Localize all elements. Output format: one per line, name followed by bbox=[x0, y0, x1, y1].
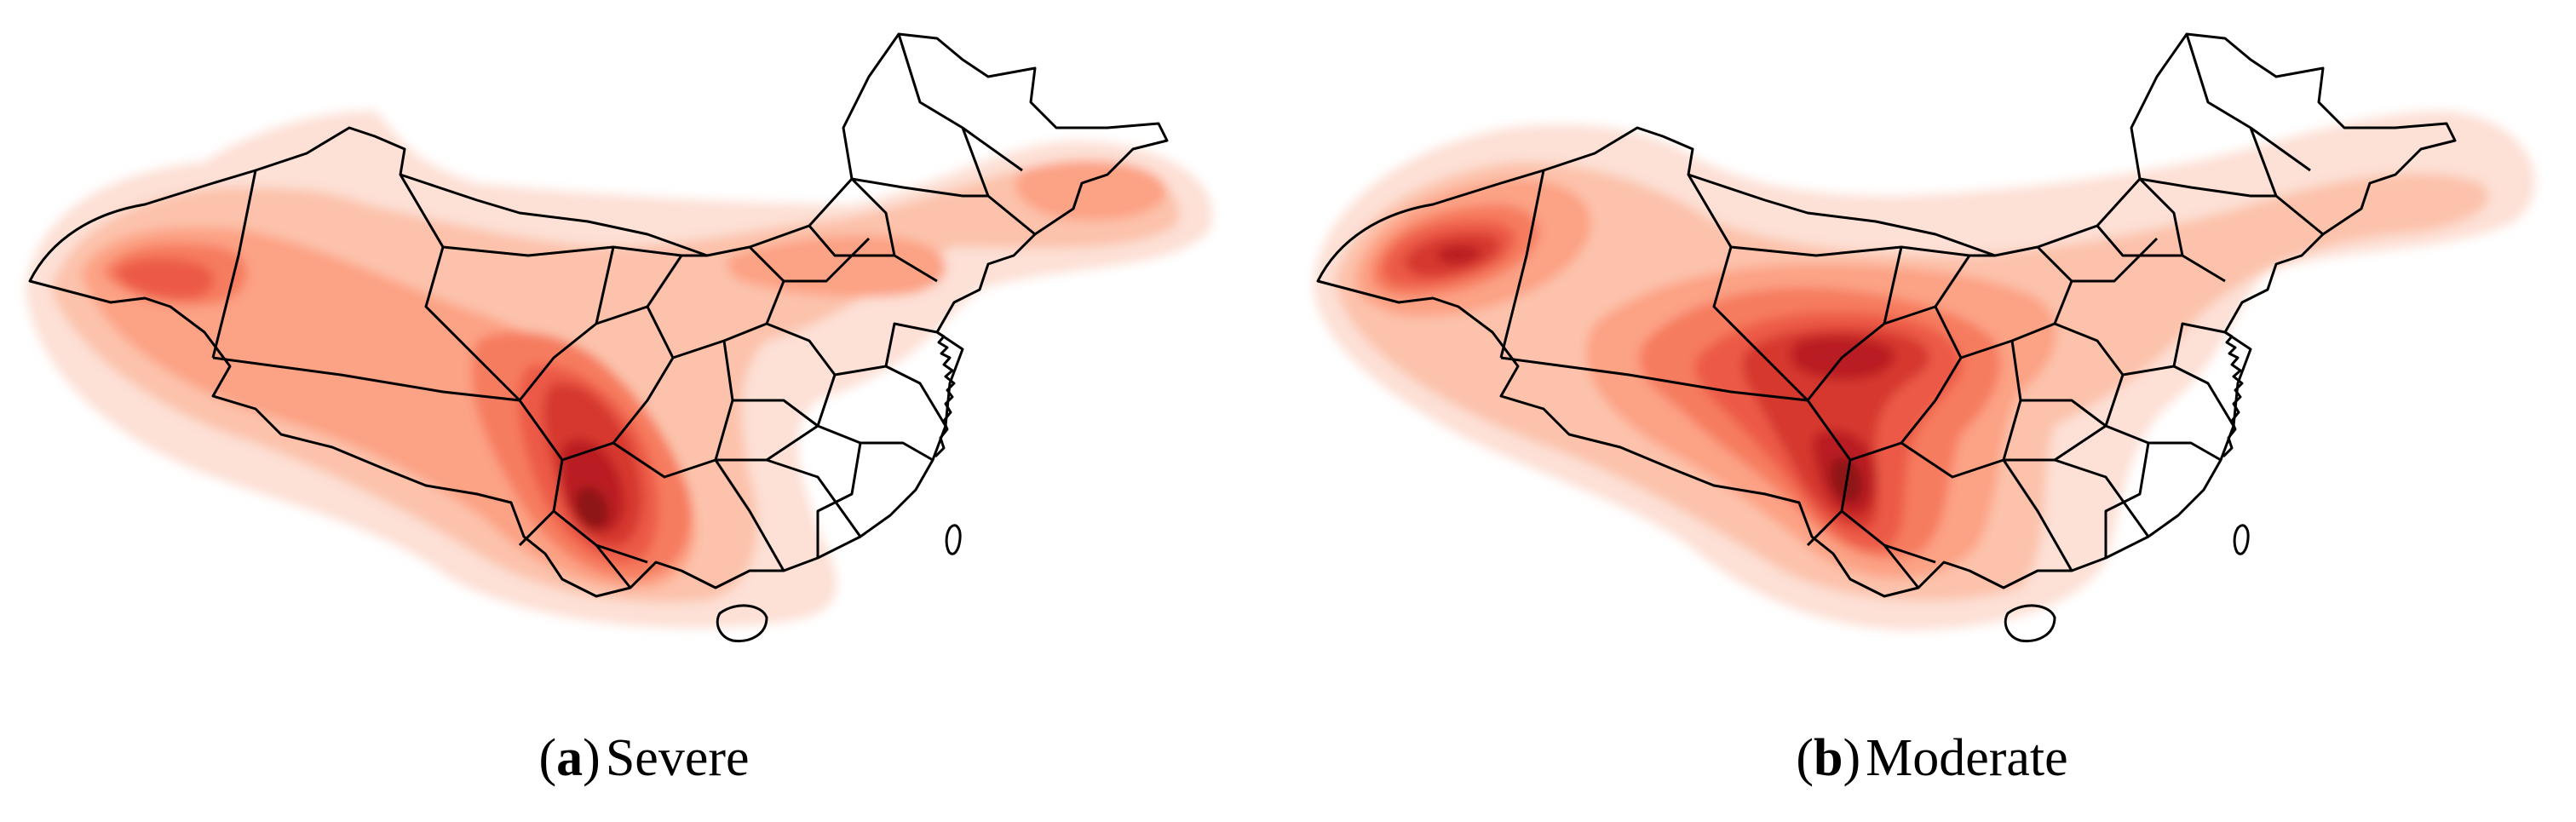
taiwan-island bbox=[945, 524, 962, 555]
caption-title: Severe bbox=[605, 729, 750, 787]
heat-density-severe bbox=[26, 111, 1213, 629]
caption-title: Moderate bbox=[1866, 729, 2068, 787]
heat-density-moderate bbox=[1314, 111, 2535, 630]
panel-severe: (a)Severe bbox=[26, 32, 1213, 787]
caption-letter: a bbox=[556, 729, 584, 787]
map-moderate bbox=[1314, 32, 2535, 643]
density-band-3b bbox=[727, 235, 946, 298]
density-band-6b bbox=[1742, 327, 1930, 529]
density-band-7c bbox=[1436, 244, 1481, 265]
density-band-5a bbox=[115, 258, 215, 299]
coastline bbox=[2222, 331, 2244, 458]
caption-severe: (a)Severe bbox=[538, 729, 750, 787]
taiwan-island bbox=[2233, 524, 2250, 555]
panel-moderate: (b)Moderate bbox=[1288, 0, 2576, 822]
coastline bbox=[934, 331, 956, 458]
density-band-8 bbox=[574, 486, 609, 530]
map-severe bbox=[26, 32, 1213, 643]
caption-moderate: (b)Moderate bbox=[1796, 729, 2068, 787]
caption-letter: b bbox=[1813, 729, 1843, 787]
density-band-3c bbox=[1015, 160, 1167, 221]
